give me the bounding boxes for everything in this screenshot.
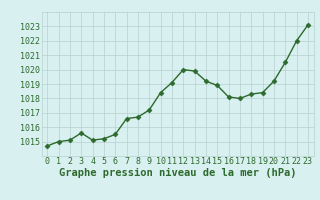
X-axis label: Graphe pression niveau de la mer (hPa): Graphe pression niveau de la mer (hPa) (59, 168, 296, 178)
